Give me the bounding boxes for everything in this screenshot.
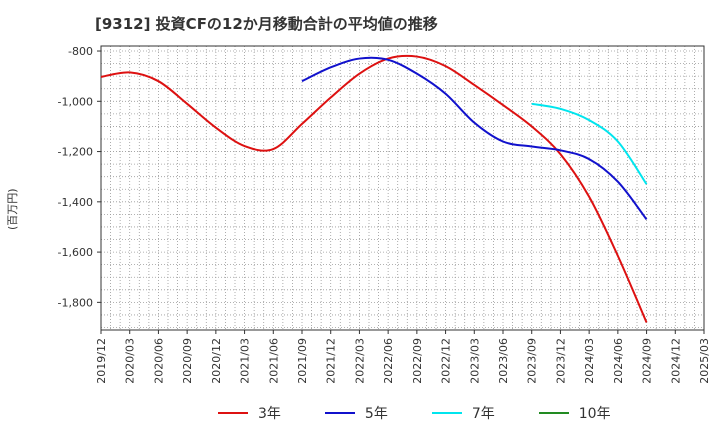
- legend-item-1: 3年: [218, 403, 281, 423]
- x-tick-label: 2022/12: [440, 338, 453, 384]
- x-tick-label: 2019/12: [95, 338, 108, 384]
- legend-swatch: [324, 412, 355, 414]
- plot-area: [101, 46, 704, 330]
- y-tick-label: -800: [68, 45, 93, 58]
- x-tick-label: 2025/03: [698, 338, 711, 384]
- legend-label: 3年: [258, 406, 281, 422]
- y-tick-label: -1,600: [58, 246, 93, 259]
- legend-swatch: [538, 412, 569, 414]
- series-line-3: [531, 102, 648, 185]
- x-tick-label: 2020/06: [152, 338, 165, 384]
- plot-frame: [100, 45, 705, 331]
- legend-label: 10年: [578, 406, 611, 422]
- x-tick-label: 2020/12: [210, 338, 223, 384]
- legend-label: 7年: [471, 406, 495, 422]
- x-tick-label: 2023/06: [497, 338, 510, 384]
- x-tick-label: 2022/03: [353, 338, 366, 384]
- x-tick-label: 2020/03: [124, 338, 137, 384]
- legend-item-4: 10年: [538, 403, 611, 423]
- y-tick-label: -1,400: [58, 196, 93, 209]
- x-tick-label: 2021/09: [296, 338, 309, 384]
- legend-swatch: [218, 412, 248, 414]
- legend-item-3: 7年: [431, 403, 495, 423]
- x-tick-label: 2023/03: [468, 338, 481, 384]
- x-tick-label: 2024/03: [583, 338, 596, 384]
- x-tick-label: 2024/06: [612, 338, 625, 384]
- chart-title: [9312] 投資CFの12か月移動合計の平均値の推移: [95, 15, 438, 33]
- x-tick-label: 2023/09: [526, 338, 539, 384]
- x-tick-label: 2020/09: [181, 338, 194, 384]
- series-line-1: [100, 54, 648, 323]
- series-line-2: [301, 56, 648, 221]
- legend: 3年 5年 7年 10年: [218, 403, 655, 423]
- x-tick-label: 2024/12: [669, 338, 682, 384]
- x-tick-label: 2023/12: [554, 338, 567, 384]
- x-tick-label: 2022/09: [411, 338, 424, 384]
- x-tick-label: 2021/03: [239, 338, 252, 384]
- y-tick-label: -1,200: [58, 146, 93, 159]
- x-tick-label: 2024/09: [641, 338, 654, 384]
- legend-swatch: [431, 412, 462, 414]
- y-tick-label: -1,000: [58, 95, 93, 108]
- x-tick-label: 2022/06: [382, 338, 395, 384]
- x-tick-label: 2021/12: [325, 338, 338, 384]
- y-tick-label: -1,800: [58, 296, 93, 309]
- legend-item-2: 5年: [324, 403, 388, 423]
- legend-label: 5年: [364, 406, 388, 422]
- x-tick-label: 2021/06: [267, 338, 280, 384]
